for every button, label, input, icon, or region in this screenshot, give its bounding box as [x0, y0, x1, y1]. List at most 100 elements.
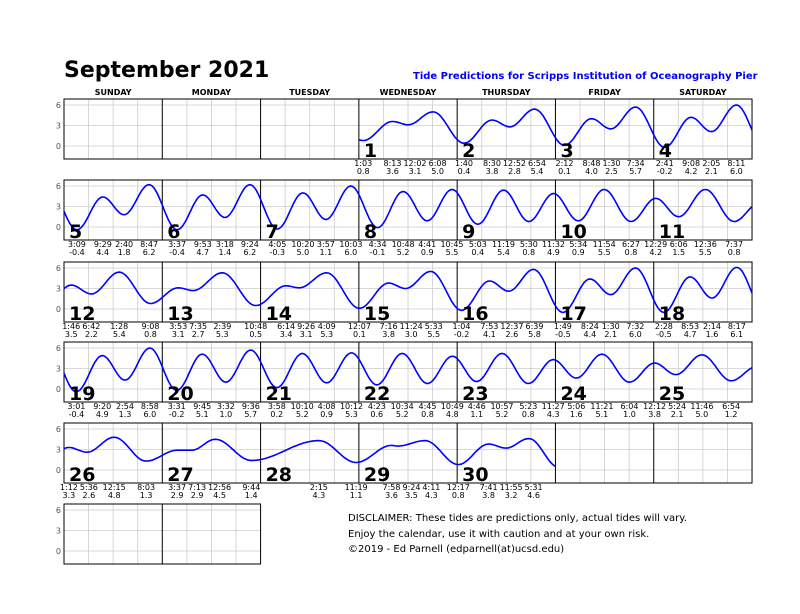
tide-time-label: 2:39 [213, 322, 231, 331]
tide-height-label: 2.6 [83, 491, 96, 500]
tide-height-label: 0.4 [471, 248, 484, 257]
tide-time-label: 3:31 [168, 402, 186, 411]
tide-time-label: 9:08 [682, 159, 700, 168]
tide-time-label: 11:21 [590, 402, 613, 411]
day-number: 24 [560, 383, 586, 405]
tide-time-label: 1:03 [354, 159, 372, 168]
tide-height-label: 2.1 [671, 410, 684, 419]
tide-time-label: 9:44 [242, 483, 260, 492]
day-number: 10 [560, 221, 586, 243]
tide-time-label: 9:36 [242, 402, 260, 411]
tide-height-label: 5.3 [216, 330, 229, 339]
tide-height-label: -0.5 [555, 330, 571, 339]
tide-time-label: 5:34 [569, 240, 587, 249]
tide-time-label: 8:17 [728, 322, 746, 331]
tide-height-label: -0.4 [69, 410, 85, 419]
tide-height-label: 5.4 [497, 248, 510, 257]
tide-time-label: 4:05 [268, 240, 286, 249]
tide-time-label: 9:24 [403, 483, 421, 492]
y-tick-label: 3 [56, 527, 61, 536]
day-number: 1 [364, 140, 377, 162]
tide-height-label: 4.3 [313, 491, 326, 500]
tide-time-label: 3:01 [67, 402, 85, 411]
y-tick-label: 3 [56, 365, 61, 374]
tide-height-label: 0.9 [320, 410, 333, 419]
tide-time-label: 8:03 [137, 483, 155, 492]
tide-time-label: 1:12 [60, 483, 78, 492]
tide-time-label: 9:24 [241, 240, 259, 249]
tide-time-label: 7:37 [725, 240, 743, 249]
tide-time-label: 4:45 [419, 402, 437, 411]
tide-height-label: 5.3 [345, 410, 358, 419]
tide-height-label: 1.3 [140, 491, 153, 500]
tide-height-label: -0.2 [169, 410, 185, 419]
weekday-header-monday: MONDAY [192, 88, 232, 97]
tide-height-label: 5.0 [431, 167, 444, 176]
tide-time-label: 1:46 [62, 322, 80, 331]
day-number: 29 [364, 464, 390, 486]
day-number: 6 [167, 221, 180, 243]
week-row-border [63, 341, 753, 403]
y-tick-label: 6 [56, 101, 61, 110]
tide-time-label: 5:30 [520, 240, 538, 249]
tide-height-label: 3.8 [648, 410, 661, 419]
tide-time-label: 12:17 [447, 483, 470, 492]
day-number: 20 [167, 383, 193, 405]
tide-time-label: 12:15 [103, 483, 126, 492]
weekday-header-friday: FRIDAY [588, 88, 621, 97]
tide-height-label: 5.2 [296, 410, 309, 419]
tide-curve-week-3 [63, 266, 753, 314]
weekday-header-tuesday: TUESDAY [289, 88, 330, 97]
tide-time-label: 8:30 [483, 159, 501, 168]
tide-height-label: 4.2 [685, 167, 698, 176]
tide-height-label: 3.6 [385, 491, 398, 500]
tide-time-label: 5:06 [567, 402, 585, 411]
tide-height-label: 0.5 [249, 330, 262, 339]
tide-time-label: 10:03 [339, 240, 362, 249]
tide-height-label: -0.3 [269, 248, 285, 257]
tide-time-label: 4:23 [368, 402, 386, 411]
y-tick-label: 0 [56, 305, 61, 314]
tide-height-label: -0.2 [454, 330, 470, 339]
tide-height-label: 4.7 [196, 248, 209, 257]
tide-time-label: 10:48 [392, 240, 415, 249]
y-tick-label: 0 [56, 223, 61, 232]
y-tick-label: 3 [56, 285, 61, 294]
tide-time-label: 1:30 [602, 322, 620, 331]
tide-height-label: 5.0 [696, 410, 709, 419]
tide-height-label: 6.2 [143, 248, 156, 257]
tide-time-label: 3:37 [168, 483, 186, 492]
weekday-header-saturday: SATURDAY [679, 88, 727, 97]
tide-time-label: 8:13 [384, 159, 402, 168]
tide-height-label: 6.1 [730, 330, 743, 339]
tide-time-label: 5:36 [80, 483, 98, 492]
tide-height-label: 1.0 [220, 410, 233, 419]
tide-height-label: 4.9 [547, 248, 560, 257]
tide-height-label: 0.1 [558, 167, 571, 176]
tide-curve-week-5 [63, 436, 556, 468]
tide-height-label: 3.1 [172, 330, 185, 339]
tide-time-label: 3:32 [217, 402, 235, 411]
tide-time-label: 11:54 [593, 240, 616, 249]
day-number: 21 [266, 383, 292, 405]
week-row-border [63, 422, 753, 484]
tide-time-label: 12:37 [500, 322, 523, 331]
tide-height-label: 5.4 [531, 167, 544, 176]
tide-height-label: 0.9 [572, 248, 585, 257]
tide-time-label: 6:14 [277, 322, 295, 331]
tide-time-label: 2:12 [556, 159, 574, 168]
tide-height-label: 5.5 [427, 330, 440, 339]
tide-height-label: -0.4 [69, 248, 85, 257]
tide-time-label: 2:40 [115, 240, 133, 249]
tide-height-label: -0.5 [656, 330, 672, 339]
y-tick-label: 3 [56, 203, 61, 212]
tide-time-label: 4:34 [369, 240, 387, 249]
y-tick-label: 6 [56, 506, 61, 515]
tide-height-label: 2.5 [605, 167, 618, 176]
y-tick-label: 6 [56, 264, 61, 273]
tide-height-label: 4.5 [213, 491, 226, 500]
tide-time-label: 5:03 [469, 240, 487, 249]
y-tick-label: 6 [56, 344, 61, 353]
tide-time-label: 7:32 [626, 322, 644, 331]
